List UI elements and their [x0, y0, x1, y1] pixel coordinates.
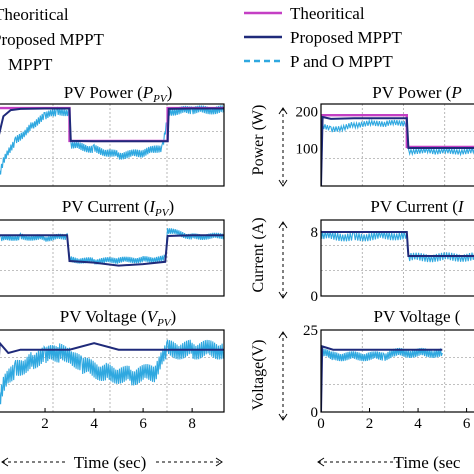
series-p-and-o-mppt: [321, 347, 443, 411]
panel-4: PV Current (I 0 8: [311, 197, 474, 305]
panel-title: PV Current (IPV): [62, 197, 174, 219]
legend-right: Theoritical Proposed MPPT P and O MPPT: [244, 4, 403, 71]
series-p-and-o-mppt: [321, 230, 474, 263]
arrow-head-icon: [278, 291, 288, 299]
ylabel-voltage: Voltage(V): [250, 340, 267, 411]
panel-title-close: ): [168, 197, 174, 216]
panel-title-sub: PV: [152, 93, 168, 105]
legend-left-po: MPPT: [8, 55, 53, 74]
arrow-head-icon: [278, 413, 288, 421]
plot-frame: [320, 329, 474, 413]
series-p-and-o-mppt: [0, 228, 224, 265]
panel-title-symbol: P: [142, 83, 153, 102]
arrow-left-icon: [1, 457, 9, 467]
panel-title-symbol: P: [450, 83, 461, 102]
panel-title-main: PV Power (: [64, 83, 143, 102]
panel-title-main: PV Current (: [62, 197, 150, 216]
x-tick-label: 6: [139, 416, 147, 432]
y-tick-label: 8: [311, 225, 319, 241]
panel-title: PV Power (P: [372, 83, 461, 102]
x-tick-label: 2: [41, 416, 49, 432]
panel-title-close: ): [171, 307, 177, 326]
arrow-head-icon: [278, 221, 288, 229]
x-tick-label: 4: [90, 416, 98, 432]
series-proposed-mppt: [321, 231, 474, 257]
panel-title: PV Voltage (VPV): [60, 307, 176, 329]
panel-title-sub: PV: [154, 207, 170, 219]
panel-2: PV Voltage (VPV)02468: [0, 307, 225, 432]
panel-title-symbol: I: [457, 197, 465, 216]
arrow-head-icon: [278, 107, 288, 115]
y-tick-label: 100: [296, 142, 319, 158]
series-proposed-mppt: [0, 234, 224, 267]
legend-right-po: P and O MPPT: [290, 52, 393, 71]
x-tick-label: 2: [366, 416, 374, 432]
xlabel-time-right: Time (sec: [394, 453, 461, 472]
plot-frame: [320, 219, 474, 297]
legend-left-proposed: Proposed MPPT: [0, 30, 105, 49]
panel-title: PV Current (I: [370, 197, 465, 216]
ylabel-current: Current (A): [250, 217, 267, 292]
panel-1: PV Current (IPV): [0, 197, 225, 297]
x-tick-label: 0: [317, 416, 325, 432]
series-proposed-mppt: [0, 341, 224, 357]
y-tick-label: 0: [311, 289, 319, 305]
y-tick-label: 25: [303, 323, 318, 339]
plot-frame: [0, 329, 225, 413]
series-p-and-o-mppt: [0, 339, 224, 405]
ylabel-power: Power (W): [250, 105, 267, 176]
xlabel-time-left: Time (sec): [74, 453, 147, 472]
panel-title-sub: PV: [156, 317, 172, 329]
panel-title-symbol: V: [147, 307, 160, 326]
y-tick-label: 200: [296, 104, 319, 120]
panel-0: PV Power (PPV): [0, 83, 225, 187]
panel-title-close: ): [167, 83, 173, 102]
x-tick-label: 6: [463, 416, 471, 432]
panel-3: PV Power (P 100 200: [296, 83, 474, 187]
series-p-and-o-mppt: [0, 105, 224, 175]
legend-right-proposed: Proposed MPPT: [290, 28, 403, 47]
panel-title: PV Voltage (: [374, 307, 461, 326]
series-proposed-mppt: [0, 107, 224, 143]
plot-frame: [0, 219, 225, 297]
arrow-head-icon: [278, 179, 288, 187]
x-tick-label: 4: [414, 416, 422, 432]
arrow-left-icon: [317, 457, 325, 467]
y-tick-label: 0: [311, 405, 319, 421]
series-proposed-mppt: [321, 115, 474, 186]
plots: PV Power (PPV)PV Current (IPV)PV Voltage…: [0, 83, 474, 467]
arrow-head-icon: [278, 331, 288, 339]
panel-title-main: PV Voltage (: [60, 307, 147, 326]
plot-frame: [320, 103, 474, 187]
panel-5: PV Voltage ( 0 2 4 6 0 25: [303, 307, 474, 432]
plot-frame: [0, 103, 225, 187]
series-p-and-o-mppt: [321, 118, 474, 185]
legend-left: Theoritical Proposed MPPT MPPT: [0, 5, 105, 74]
legend-left-theoritical: Theoritical: [0, 5, 69, 24]
series-proposed-mppt: [321, 345, 443, 412]
arrow-right-icon: [215, 457, 223, 467]
panel-title-main: PV Voltage (: [374, 307, 461, 326]
x-tick-label: 8: [188, 416, 196, 432]
panel-title: PV Power (PPV): [64, 83, 173, 105]
panel-title-symbol: I: [148, 197, 156, 216]
legend-right-theoritical: Theoritical: [290, 4, 365, 23]
panel-title-main: PV Power (: [372, 83, 451, 102]
panel-title-main: PV Current (: [370, 197, 458, 216]
